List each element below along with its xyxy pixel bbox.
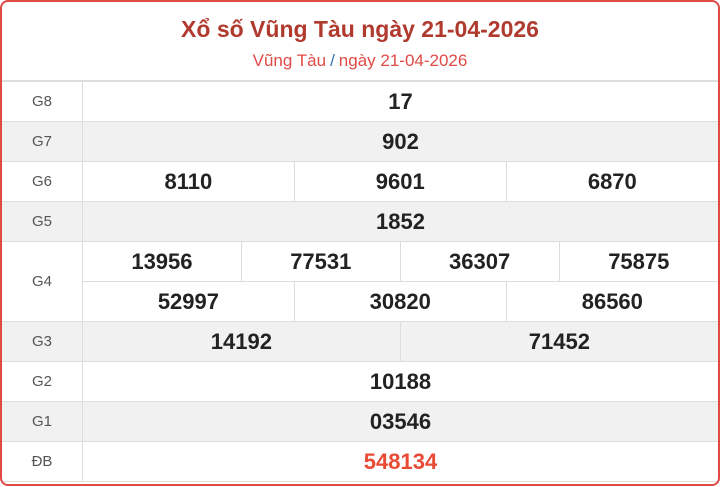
- page-title: Xổ số Vũng Tàu ngày 21-04-2026: [181, 16, 539, 42]
- prize-number: 30820: [293, 281, 507, 322]
- prize-number: 9601: [293, 161, 507, 202]
- prize-label: G5: [2, 201, 83, 242]
- row-special: ĐB 548134: [2, 441, 718, 482]
- prize-label: ĐB: [2, 441, 83, 482]
- row-g2: G2 10188: [2, 361, 718, 402]
- prize-number: 75875: [558, 241, 718, 282]
- prize-label: G2: [2, 361, 83, 402]
- prize-number: 10188: [82, 361, 718, 402]
- row-g1: G1 03546: [2, 401, 718, 442]
- prize-label: G3: [2, 321, 83, 362]
- prize-number: 902: [82, 121, 718, 162]
- row-g5: G5 1852: [2, 201, 718, 242]
- prize-number: 77531: [240, 241, 401, 282]
- prize-number: 1852: [82, 201, 718, 242]
- results-table: G8 17 G7 902 G6 8110 9601 6870 G5 1852 G4 13956…: [2, 81, 718, 482]
- prize-number: 52997: [82, 281, 295, 322]
- prize-number: 6870: [505, 161, 718, 202]
- prize-number: 03546: [82, 401, 718, 442]
- prize-number: 36307: [399, 241, 560, 282]
- prize-label: G1: [2, 401, 83, 442]
- breadcrumb: Vũng Tàu / ngày 21-04-2026: [2, 51, 718, 71]
- row-g8: G8 17: [2, 81, 718, 122]
- prize-number: 8110: [82, 161, 295, 202]
- prize-label: G7: [2, 121, 83, 162]
- prize-number: 71452: [399, 321, 718, 362]
- prize-number: 17: [82, 81, 718, 122]
- breadcrumb-separator: /: [330, 51, 335, 70]
- header: Xổ số Vũng Tàu ngày 21-04-2026 Vũng Tàu /…: [2, 2, 718, 81]
- row-g4b: 52997 30820 86560: [2, 281, 718, 322]
- prize-label: G6: [2, 161, 83, 202]
- row-g7: G7 902: [2, 121, 718, 162]
- row-g6: G6 8110 9601 6870: [2, 161, 718, 202]
- row-g4: G4 13956 77531 36307 75875: [2, 241, 718, 322]
- prize-label: G8: [2, 81, 83, 122]
- breadcrumb-date[interactable]: ngày 21-04-2026: [338, 51, 468, 70]
- prize-number: 14192: [82, 321, 401, 362]
- row-g3: G3 14192 71452: [2, 321, 718, 362]
- prize-label: G4: [2, 241, 83, 322]
- prize-number: 13956: [82, 241, 242, 282]
- prize-number: 86560: [505, 281, 718, 322]
- breadcrumb-province[interactable]: Vũng Tàu: [252, 51, 327, 70]
- special-prize-number: 548134: [82, 441, 718, 482]
